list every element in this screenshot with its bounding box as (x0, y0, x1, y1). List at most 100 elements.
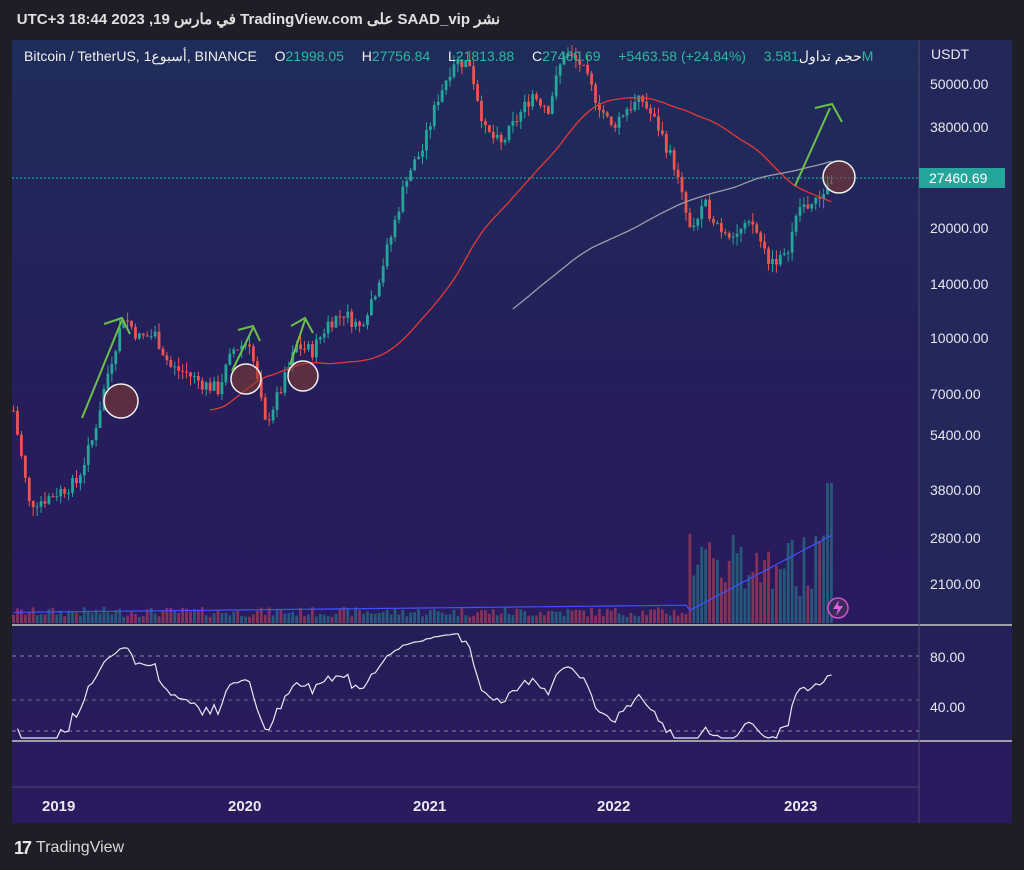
volume-bar (668, 615, 672, 623)
time-axis-pane[interactable] (12, 787, 919, 823)
volume-bar (684, 614, 688, 623)
candle-body (267, 419, 271, 421)
rsi-tick: 40.00 (930, 699, 965, 715)
volume-bar (196, 609, 200, 623)
candle-body (814, 197, 818, 204)
volume-bar (23, 614, 27, 623)
volume-bar (499, 613, 503, 623)
volume-bar (747, 575, 751, 623)
symbol-title[interactable]: Bitcoin / TetherUS, أسبوع1, BINANCE (24, 48, 257, 64)
candle-body (275, 392, 279, 410)
candle-body (562, 56, 566, 65)
candle-body (511, 120, 515, 126)
rsi-pane[interactable] (12, 626, 919, 740)
price-tick: 2800.00 (930, 530, 981, 546)
candle-body (193, 375, 196, 377)
volume-bar (519, 609, 523, 623)
candle-body (519, 111, 523, 122)
volume-bar (440, 612, 444, 623)
volume-bar (594, 615, 597, 623)
volume-bar (731, 534, 735, 623)
candle-body (35, 506, 39, 508)
volume-bar (605, 608, 609, 623)
candle-body (767, 248, 770, 265)
volume-bar (759, 582, 763, 623)
candle-body (283, 372, 287, 393)
symbol-legend[interactable]: Bitcoin / TetherUS, أسبوع1, BINANCE O219… (24, 48, 873, 65)
volume-bar (810, 588, 814, 623)
volume-bar (476, 612, 479, 623)
candle-body (735, 233, 739, 237)
volume-bar (122, 616, 126, 623)
volume-bar (657, 607, 660, 623)
candle-body (696, 219, 700, 226)
volume-bars (12, 483, 833, 623)
candle-body (208, 382, 212, 391)
year-tick: 2021 (413, 798, 446, 815)
candle-body (719, 223, 723, 233)
volume-bar (177, 612, 181, 623)
volume-bar (550, 610, 554, 623)
volume-bar (539, 612, 542, 623)
volume-bar (322, 614, 326, 623)
volume-bar (495, 615, 499, 623)
volume-bar (562, 615, 566, 623)
candle-body (625, 109, 629, 116)
candle-body (149, 336, 153, 338)
volume-bar (464, 615, 468, 623)
volume-bar (775, 565, 778, 623)
candle-body (794, 215, 798, 232)
candle-body (617, 116, 621, 128)
candle-body (444, 80, 448, 91)
candle-body (377, 282, 381, 297)
volume-bar (67, 610, 70, 623)
volume-bar (723, 582, 727, 623)
candle-body (397, 211, 401, 220)
tradingview-logo[interactable]: 17 TradingView (14, 836, 124, 860)
year-tick: 2020 (228, 798, 261, 815)
volume-bar (165, 607, 169, 623)
volume-bar (130, 612, 133, 623)
volume-bar (373, 613, 377, 623)
candle-body (594, 84, 597, 103)
candle-body (822, 194, 825, 199)
volume-bar (39, 614, 43, 623)
candle-body (688, 212, 692, 228)
candle-body (554, 75, 558, 97)
candle-body (413, 159, 417, 171)
candlesticks (12, 45, 833, 516)
volume-bar (767, 551, 770, 623)
candle-body (460, 59, 464, 68)
current-price-tag (919, 168, 1005, 188)
volume-bar (782, 568, 786, 623)
candle-body (173, 366, 177, 368)
candle-body (27, 478, 31, 501)
candle-body (366, 315, 369, 325)
volume-bar (798, 595, 802, 623)
price-pane[interactable] (12, 40, 919, 624)
volume-bar (173, 610, 177, 623)
candle-body (381, 266, 385, 283)
candle-body (586, 64, 590, 74)
volume-bar (106, 612, 110, 623)
candle-body (43, 501, 47, 504)
volume-bar (228, 615, 232, 623)
volume-bar (405, 616, 409, 623)
volume-bar (220, 613, 224, 623)
year-tick: 2019 (42, 798, 75, 815)
volume-bar (751, 571, 755, 623)
price-axis-pane[interactable] (919, 40, 1012, 624)
price-tick: 38000.00 (930, 119, 989, 135)
volume-bar (546, 611, 550, 623)
volume-bar (645, 615, 649, 623)
candle-body (464, 60, 468, 68)
candle-body (539, 99, 542, 106)
rsi-axis-pane[interactable] (919, 626, 1012, 740)
volume-bar (802, 537, 806, 623)
candle-body (680, 177, 684, 193)
candle-body (82, 464, 86, 476)
volume-bar (181, 607, 185, 623)
candle-body (645, 101, 649, 109)
volume-bar (204, 615, 208, 623)
